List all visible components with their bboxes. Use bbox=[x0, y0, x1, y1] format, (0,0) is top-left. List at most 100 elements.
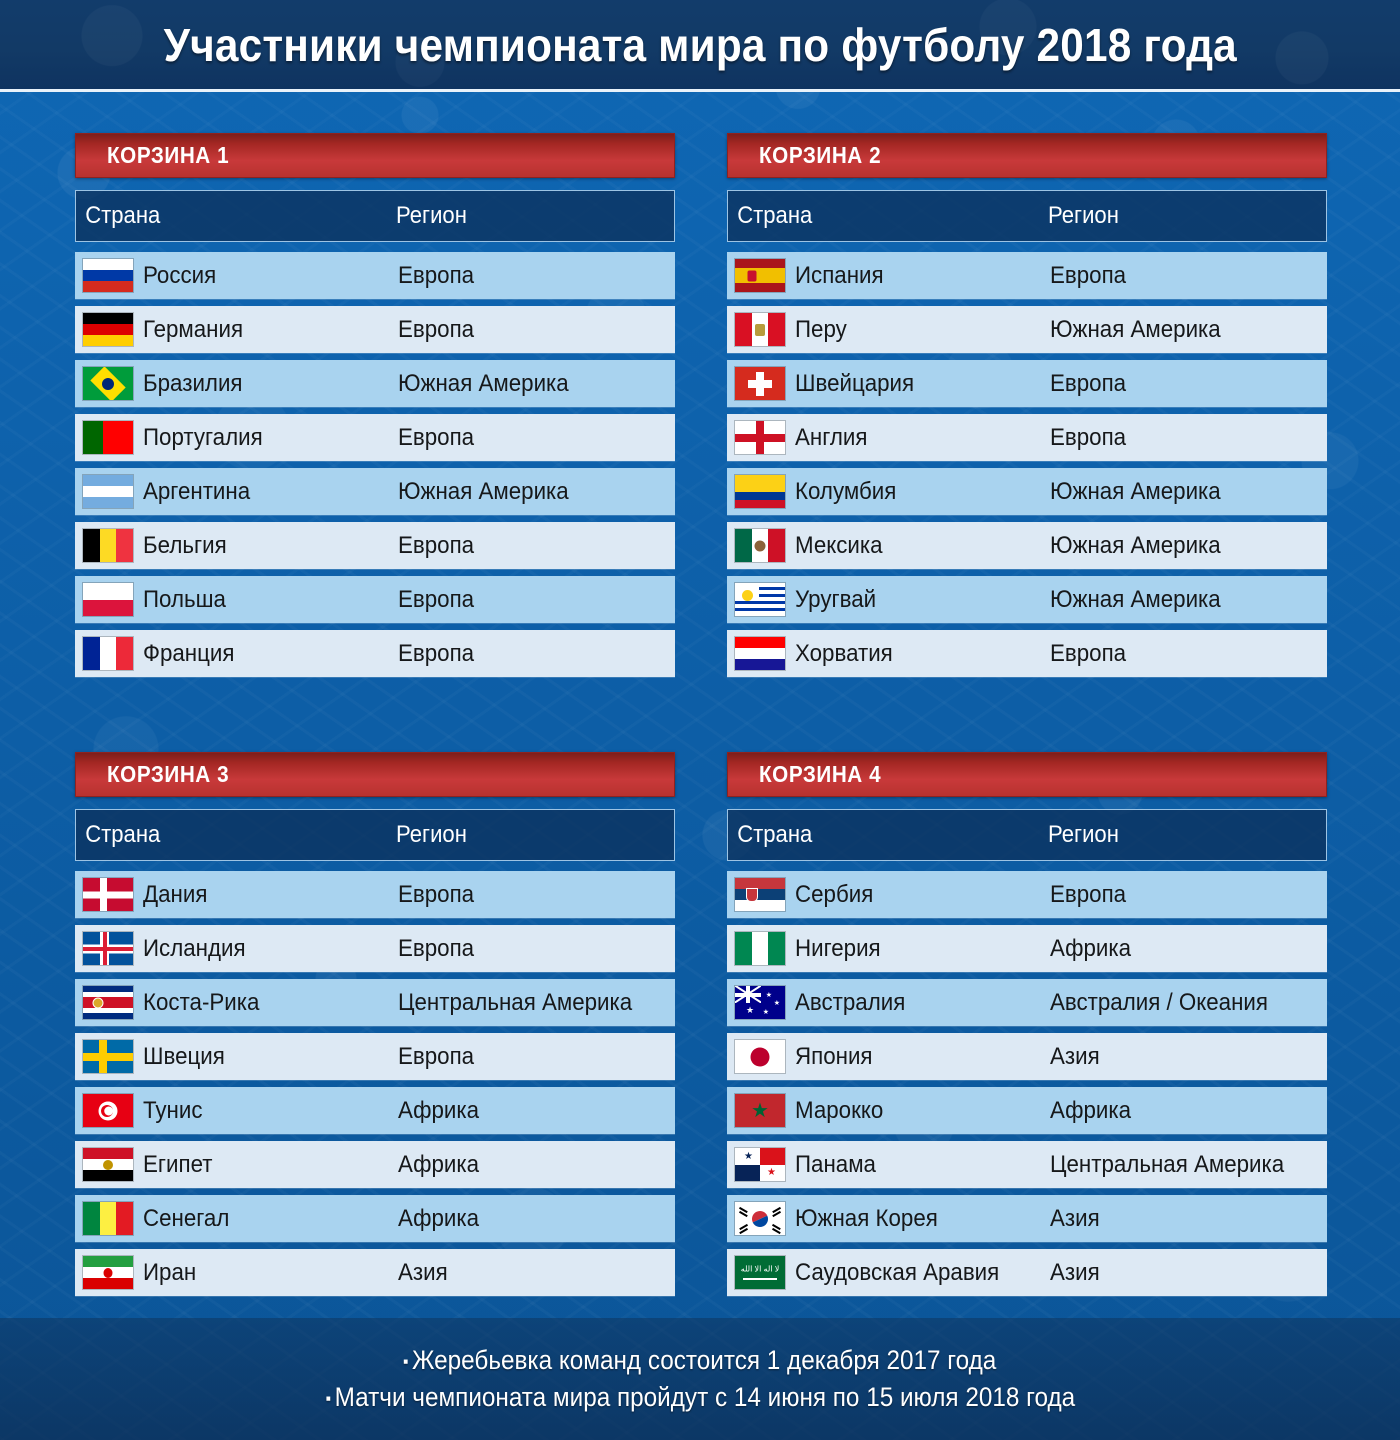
column-header-country: Страна bbox=[737, 202, 813, 229]
flag-cell: لا اله الا الله bbox=[727, 1255, 795, 1290]
flag-cell bbox=[75, 528, 143, 563]
column-header-country: Страна bbox=[737, 821, 813, 848]
flag-ru-icon bbox=[82, 258, 134, 293]
flag-jp-icon bbox=[734, 1039, 786, 1074]
flag-co-icon bbox=[734, 474, 786, 509]
country-name: Тунис bbox=[143, 1096, 203, 1124]
footer-notes: ▪ Жеребьевка команд состоится 1 декабря 2… bbox=[0, 1318, 1400, 1440]
country-name: Колумбия bbox=[795, 477, 897, 505]
flag-is-icon bbox=[82, 931, 134, 966]
country-name: Бразилия bbox=[143, 369, 243, 397]
country-name: Португалия bbox=[143, 423, 263, 451]
title-bar: Участники чемпионата мира по футболу 201… bbox=[0, 0, 1400, 92]
table-row: Россия Европа bbox=[75, 252, 675, 299]
country-name: Бельгия bbox=[143, 531, 227, 559]
table-row: Франция Европа bbox=[75, 630, 675, 677]
region-name: Центральная Америка bbox=[1050, 1150, 1285, 1178]
country-name: Сербия bbox=[795, 880, 874, 908]
footnote-1: ▪ Жеребьевка команд состоится 1 декабря 2… bbox=[403, 1345, 996, 1376]
column-header-region: Регион bbox=[396, 202, 467, 229]
table-row: Япония Азия bbox=[727, 1033, 1327, 1080]
flag-de-icon bbox=[82, 312, 134, 347]
flag-cell bbox=[75, 366, 143, 401]
country-name: Панама bbox=[795, 1150, 876, 1178]
region-name: Африка bbox=[398, 1150, 480, 1178]
table-row: Коста-Рика Центральная Америка bbox=[75, 979, 675, 1026]
flag-ma-icon: ★ bbox=[734, 1093, 786, 1128]
region-name: Азия bbox=[1050, 1204, 1100, 1232]
flag-cell bbox=[727, 1201, 795, 1236]
region-name: Европа bbox=[398, 585, 475, 613]
region-name: Европа bbox=[1050, 423, 1127, 451]
table-row: لا اله الا الله Саудовская Аравия Азия bbox=[727, 1249, 1327, 1296]
basket-rows: Испания Европа Перу Южная Америка Швейцария Е… bbox=[727, 252, 1327, 677]
region-name: Южная Америка bbox=[398, 369, 569, 397]
flag-cr-icon bbox=[82, 985, 134, 1020]
flag-pt-icon bbox=[82, 420, 134, 455]
flag-cell bbox=[727, 1039, 795, 1074]
table-row: ★ Марокко Африка bbox=[727, 1087, 1327, 1134]
table-row: Египет Африка bbox=[75, 1141, 675, 1188]
table-row: Швейцария Европа bbox=[727, 360, 1327, 407]
country-name: Испания bbox=[795, 261, 884, 289]
basket-panel-3: КОРЗИНА 3 Страна Регион Дания Европа Исландия… bbox=[75, 752, 675, 1296]
table-row: Мексика Южная Америка bbox=[727, 522, 1327, 569]
country-name: Перу bbox=[795, 315, 847, 343]
table-row: Дания Европа bbox=[75, 871, 675, 918]
flag-hr-icon bbox=[734, 636, 786, 671]
flag-cell bbox=[727, 582, 795, 617]
region-name: Южная Америка bbox=[1050, 477, 1221, 505]
flag-cell bbox=[75, 931, 143, 966]
column-header-country: Страна bbox=[85, 202, 161, 229]
table-row: Бразилия Южная Америка bbox=[75, 360, 675, 407]
flag-se-icon bbox=[82, 1039, 134, 1074]
flag-cell bbox=[75, 312, 143, 347]
table-row: Тунис Африка bbox=[75, 1087, 675, 1134]
bullet-icon: ▪ bbox=[403, 1351, 409, 1371]
baskets-grid: КОРЗИНА 1 Страна Регион Россия Европа Германи… bbox=[75, 133, 1327, 1296]
flag-dk-icon bbox=[82, 877, 134, 912]
table-row: Аргентина Южная Америка bbox=[75, 468, 675, 515]
region-name: Южная Америка bbox=[1050, 531, 1221, 559]
country-name: Польша bbox=[143, 585, 226, 613]
country-name: Южная Корея bbox=[795, 1204, 938, 1232]
region-name: Южная Америка bbox=[1050, 585, 1221, 613]
region-name: Европа bbox=[398, 880, 475, 908]
flag-cell: ★ ★ ★ ★ bbox=[727, 985, 795, 1020]
column-header-region: Регион bbox=[396, 821, 467, 848]
country-name: Германия bbox=[143, 315, 244, 343]
country-name: Япония bbox=[795, 1042, 873, 1070]
footnote-text: Жеребьевка команд состоится 1 декабря 20… bbox=[412, 1345, 997, 1375]
basket-header-4: КОРЗИНА 4 bbox=[727, 752, 1327, 797]
table-header-row: Страна Регион bbox=[727, 190, 1327, 242]
region-name: Европа bbox=[398, 639, 475, 667]
basket-panel-1: КОРЗИНА 1 Страна Регион Россия Европа Германи… bbox=[75, 133, 675, 677]
flag-cell bbox=[75, 474, 143, 509]
flag-uy-icon bbox=[734, 582, 786, 617]
flag-eg-icon bbox=[82, 1147, 134, 1182]
table-row: Сербия Европа bbox=[727, 871, 1327, 918]
basket-header-2: КОРЗИНА 2 bbox=[727, 133, 1327, 178]
region-name: Европа bbox=[1050, 880, 1127, 908]
table-row: ★ ★ Панама Центральная Америка bbox=[727, 1141, 1327, 1188]
column-header-country: Страна bbox=[85, 821, 161, 848]
table-header-row: Страна Регион bbox=[75, 190, 675, 242]
flag-ar-icon bbox=[82, 474, 134, 509]
table-row: Германия Европа bbox=[75, 306, 675, 353]
table-header-row: Страна Регион bbox=[727, 809, 1327, 861]
region-name: Африка bbox=[1050, 1096, 1132, 1124]
footnote-text: Матчи чемпионата мира пройдут с 14 июня … bbox=[334, 1382, 1075, 1412]
flag-cell bbox=[727, 877, 795, 912]
table-row: ★ ★ ★ ★ Австралия Австралия / Океания bbox=[727, 979, 1327, 1026]
country-name: Англия bbox=[795, 423, 868, 451]
region-name: Южная Америка bbox=[1050, 315, 1221, 343]
country-name: Нигерия bbox=[795, 934, 881, 962]
flag-cell bbox=[727, 420, 795, 455]
table-row: Колумбия Южная Америка bbox=[727, 468, 1327, 515]
country-name: Саудовская Аравия bbox=[795, 1258, 1000, 1286]
flag-es-icon bbox=[734, 258, 786, 293]
flag-kr-icon bbox=[734, 1201, 786, 1236]
region-name: Европа bbox=[1050, 369, 1127, 397]
footnote-2: ▪ Матчи чемпионата мира пройдут с 14 июня… bbox=[325, 1382, 1075, 1413]
flag-cell: ★ ★ bbox=[727, 1147, 795, 1182]
